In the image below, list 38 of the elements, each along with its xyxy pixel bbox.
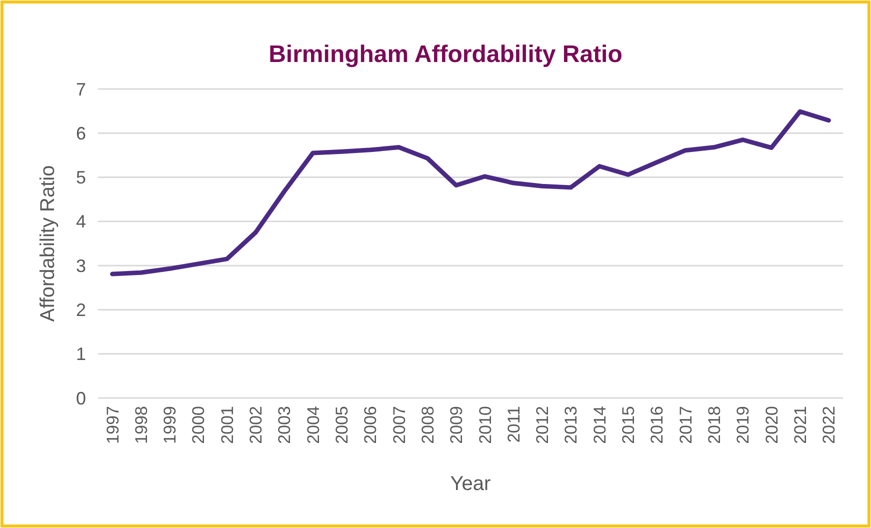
x-tick-label: 2021 [790, 406, 810, 444]
y-tick-label: 6 [76, 123, 86, 144]
x-tick-label: 2009 [447, 406, 466, 444]
y-tick-label: 1 [76, 344, 86, 364]
x-tick-label: 1999 [160, 406, 180, 444]
x-tick-label: 2018 [705, 406, 724, 444]
x-tick-label: 2001 [218, 406, 237, 444]
x-tick-label: 2017 [676, 406, 696, 444]
x-tick-label: 2006 [361, 406, 380, 444]
x-tick-label: 2003 [275, 406, 294, 444]
y-tick-label: 4 [76, 212, 86, 232]
y-tick-label: 0 [76, 388, 86, 408]
x-tick-label: 2020 [762, 406, 782, 444]
x-tick-label: 1997 [103, 406, 122, 444]
y-tick-label: 2 [76, 300, 86, 320]
x-tick-label: 2000 [189, 406, 208, 444]
x-tick-label: 2004 [304, 406, 323, 444]
x-axis-title: Year [450, 473, 492, 495]
x-tick-label: 2011 [504, 406, 524, 443]
x-tick-label: 2014 [590, 406, 610, 444]
x-tick-label: 2013 [562, 406, 581, 444]
y-axis-title: Affordability Ratio [37, 165, 59, 322]
x-tick-label: 2015 [619, 406, 638, 444]
x-tick-label: 2019 [734, 406, 753, 444]
chart-title: Birmingham Affordability Ratio [268, 41, 622, 68]
x-tick-label: 2008 [418, 406, 438, 444]
x-tick-label: 2022 [820, 406, 839, 444]
y-tick-label: 7 [76, 79, 86, 100]
y-tick-label: 5 [76, 168, 86, 188]
x-tick-label: 2007 [390, 406, 409, 444]
x-tick-label: 2002 [246, 406, 266, 444]
x-tick-label: 2010 [476, 406, 495, 444]
x-tick-label: 1998 [132, 406, 151, 444]
y-tick-label: 3 [76, 256, 86, 276]
line-series [110, 109, 831, 276]
x-tick-label: 2016 [648, 406, 667, 444]
x-tick-label: 2012 [533, 406, 552, 444]
x-tick-label: 2005 [332, 406, 352, 444]
